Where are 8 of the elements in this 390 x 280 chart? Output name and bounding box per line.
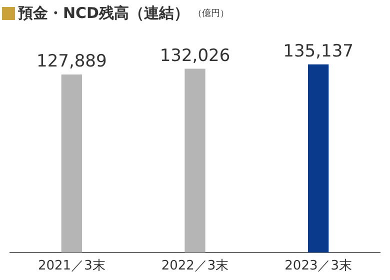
x-tick-label: 2022／3末: [161, 258, 229, 274]
chart-title: 預金・NCD残高（連結）: [18, 4, 190, 23]
chart-subtitle: （億円）: [193, 8, 230, 20]
data-label: 135,137: [283, 42, 354, 62]
data-label: 132,026: [160, 46, 230, 66]
x-tick-label: 2021／3末: [38, 258, 106, 274]
data-label: 127,889: [36, 52, 107, 72]
x-tick-label: 2023／3末: [284, 258, 352, 274]
